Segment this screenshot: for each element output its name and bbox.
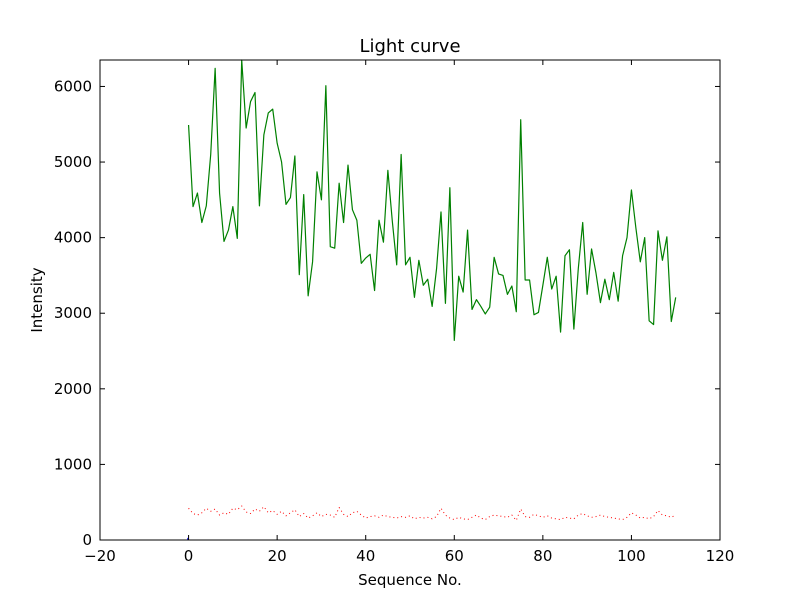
x-tick-label: 40 [356,547,375,565]
plot-area [100,60,720,540]
x-tick-label: 100 [617,547,646,565]
y-tick-label: 4000 [54,229,92,247]
x-tick-label: 80 [533,547,552,565]
y-tick-label: 0 [82,531,92,549]
x-tick-label: 20 [268,547,287,565]
chart-title: Light curve [359,36,460,57]
plot-frame [99,59,721,541]
ticks-layer: −20 0 20 40 60 80 100 1200100020003000400050006… [54,60,735,565]
x-axis-label: Sequence No. [358,571,462,589]
series-line-2 [188,505,676,521]
x-tick-label: 0 [184,547,194,565]
x-tick-label: 120 [706,547,735,565]
x-tick-label: −20 [84,547,116,565]
series-line-1 [187,59,677,342]
y-axis-label: Intensity [28,267,46,332]
y-tick-label: 1000 [54,455,92,473]
x-tick-label: 60 [445,547,464,565]
y-tick-label: 2000 [54,380,92,398]
y-tick-label: 5000 [54,153,92,171]
y-tick-label: 6000 [54,77,92,95]
y-tick-label: 3000 [54,304,92,322]
